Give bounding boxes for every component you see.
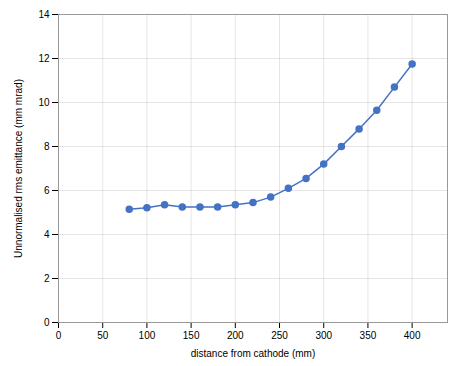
svg-text:distance from cathode (mm): distance from cathode (mm) bbox=[191, 348, 316, 359]
svg-text:8: 8 bbox=[44, 141, 50, 152]
svg-text:10: 10 bbox=[38, 97, 50, 108]
svg-text:300: 300 bbox=[315, 330, 332, 341]
svg-text:2: 2 bbox=[44, 273, 50, 284]
svg-text:14: 14 bbox=[38, 9, 50, 20]
svg-text:Unnormalised rms emittance (mm: Unnormalised rms emittance (mm mrad) bbox=[13, 79, 24, 258]
svg-text:350: 350 bbox=[360, 330, 377, 341]
svg-text:6: 6 bbox=[44, 185, 50, 196]
svg-text:0: 0 bbox=[56, 330, 62, 341]
svg-text:12: 12 bbox=[38, 53, 50, 64]
svg-text:250: 250 bbox=[271, 330, 288, 341]
svg-text:200: 200 bbox=[227, 330, 244, 341]
svg-text:400: 400 bbox=[404, 330, 421, 341]
svg-text:100: 100 bbox=[139, 330, 156, 341]
svg-text:0: 0 bbox=[44, 317, 50, 328]
svg-text:50: 50 bbox=[97, 330, 109, 341]
svg-text:4: 4 bbox=[44, 229, 50, 240]
svg-text:150: 150 bbox=[183, 330, 200, 341]
